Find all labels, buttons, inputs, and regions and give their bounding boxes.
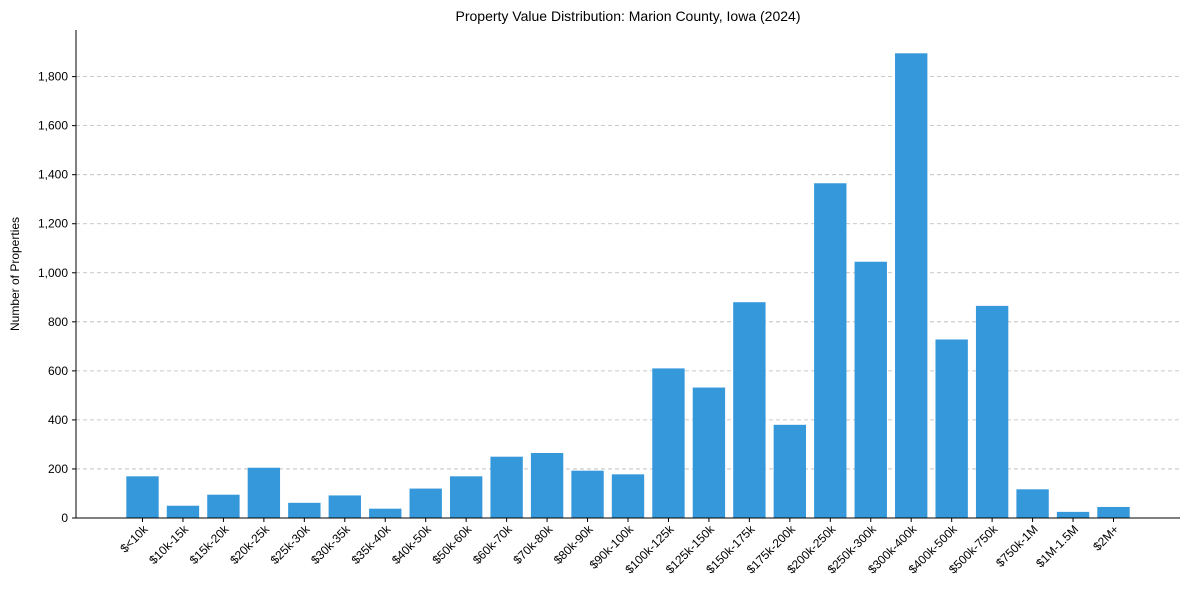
bar — [975, 305, 1009, 518]
y-tick-label: 1,000 — [38, 266, 68, 280]
y-tick-label: 1,800 — [38, 70, 68, 84]
gridlines — [76, 76, 1180, 470]
x-tick-label: $40k-50k — [389, 522, 435, 568]
x-tick-label: $15k-20k — [187, 522, 233, 568]
bar — [571, 470, 604, 518]
chart-title: Property Value Distribution: Marion Coun… — [456, 8, 801, 24]
bar — [935, 339, 968, 518]
y-tick-label: 0 — [61, 511, 68, 525]
y-axis-title: Number of Properties — [8, 217, 22, 331]
bar — [652, 368, 685, 518]
x-tick-label: $20k-25k — [227, 522, 273, 568]
bar — [733, 302, 766, 518]
y-ticks: 0 200 400 600 800 1,000 1,200 1,400 1,600 1,800 — [38, 70, 76, 525]
x-tick-label: $60k-70k — [470, 522, 516, 568]
y-tick-label: 200 — [48, 462, 68, 476]
bar — [166, 505, 200, 518]
x-tick-label: $<10k — [117, 522, 151, 556]
bar — [1016, 489, 1049, 518]
bar — [409, 488, 442, 518]
x-tick-label: $750k-1M — [993, 522, 1041, 570]
x-tick-label: $35k-40k — [349, 522, 395, 568]
bar — [773, 424, 807, 518]
bar — [814, 183, 847, 518]
bar — [288, 502, 321, 518]
bar — [126, 476, 159, 518]
bar — [692, 387, 726, 518]
x-tick-label: $10k-15k — [146, 522, 192, 568]
bar — [1097, 506, 1130, 518]
y-tick-label: 600 — [48, 364, 68, 378]
y-tick-label: 1,200 — [38, 217, 68, 231]
bar — [490, 456, 523, 518]
bar — [895, 53, 928, 519]
bar — [854, 261, 887, 518]
bar — [328, 495, 361, 518]
y-tick-label: 1,400 — [38, 168, 68, 182]
x-tick-label: $70k-80k — [510, 522, 556, 568]
x-ticks: $<10k$10k-15k$15k-20k$20k-25k$25k-30k$30… — [117, 518, 1122, 576]
axes — [75, 30, 1180, 519]
y-tick-label: 400 — [48, 413, 68, 427]
y-tick-label: 1,600 — [38, 119, 68, 133]
bar — [611, 474, 645, 518]
x-tick-label: $1M-1.5M — [1033, 522, 1081, 570]
bar — [247, 467, 281, 518]
x-tick-label: $30k-35k — [308, 522, 354, 568]
bar — [207, 494, 240, 518]
y-tick-label: 800 — [48, 315, 68, 329]
bar — [449, 476, 483, 518]
x-tick-label: $2M+ — [1090, 522, 1121, 553]
x-tick-label: $25k-30k — [268, 522, 314, 568]
bar — [530, 453, 564, 518]
bars — [126, 53, 1130, 519]
bar — [369, 508, 402, 518]
bar — [1056, 511, 1090, 518]
x-tick-label: $50k-60k — [429, 522, 475, 568]
